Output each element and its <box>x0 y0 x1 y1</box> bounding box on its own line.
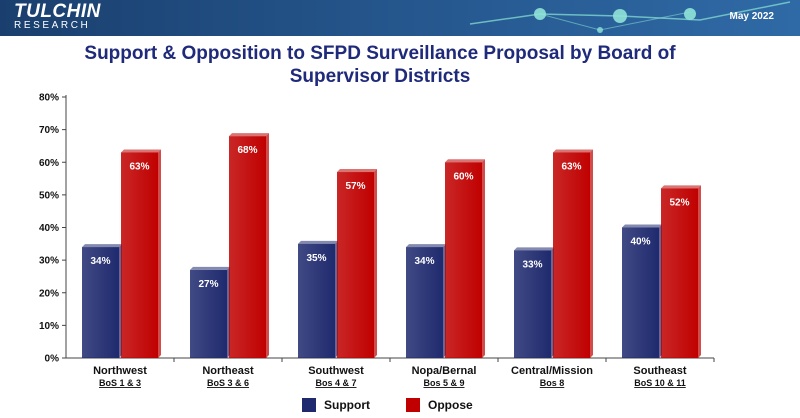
legend-label: Oppose <box>428 398 473 412</box>
bar-value-label: 34% <box>90 256 110 267</box>
y-tick-label: 80% <box>39 93 59 104</box>
bar-value-label: 35% <box>306 253 326 264</box>
logo-subtitle: RESEARCH <box>14 20 91 31</box>
header-network-graphic <box>469 1 791 33</box>
legend-swatch <box>406 398 420 412</box>
chart-title: Support & Opposition to SFPD Surveillanc… <box>84 43 676 87</box>
report-date: May 2022 <box>729 11 774 22</box>
x-subcategory-label: BoS 10 & 11 <box>634 378 686 388</box>
bar-value-label: 63% <box>561 161 581 172</box>
bar-top-face <box>82 244 122 248</box>
support-bar <box>622 227 659 358</box>
bar-side-face <box>482 159 485 358</box>
bar-top-face <box>190 266 230 270</box>
bar-value-label: 33% <box>522 259 542 270</box>
bar-top-face <box>229 133 269 137</box>
y-tick-label: 0% <box>45 354 60 365</box>
support-bar <box>82 247 119 358</box>
oppose-bar <box>229 136 266 358</box>
y-tick-label: 70% <box>39 125 59 136</box>
bar-value-label: 40% <box>630 237 650 248</box>
bar-value-label: 27% <box>198 279 218 290</box>
bar-top-face <box>121 149 161 153</box>
support-bar <box>514 250 551 358</box>
legend-label: Support <box>324 398 370 412</box>
legend-swatch <box>302 398 316 412</box>
oppose-bar <box>661 188 698 358</box>
bar-top-face <box>406 244 446 248</box>
x-subcategory-label: BoS 3 & 6 <box>207 378 249 388</box>
x-category-label: Southeast <box>633 365 687 377</box>
x-category-label: Central/Mission <box>511 365 593 377</box>
x-subcategory-label: Bos 4 & 7 <box>315 378 356 388</box>
x-subcategory-label: BoS 1 & 3 <box>99 378 141 388</box>
bar-top-face <box>337 169 377 173</box>
x-subcategory-label: Bos 5 & 9 <box>423 378 464 388</box>
y-tick-label: 30% <box>39 256 59 267</box>
oppose-bar <box>445 162 482 358</box>
bar-value-label: 34% <box>414 256 434 267</box>
oppose-bar <box>337 172 374 358</box>
bar-top-face <box>445 159 485 163</box>
x-category-label: Northwest <box>93 365 147 377</box>
support-bar <box>190 269 227 358</box>
support-bar <box>406 247 443 358</box>
oppose-bar <box>121 152 158 358</box>
y-tick-label: 60% <box>39 158 59 169</box>
chart-legend: Support Oppose <box>0 396 800 414</box>
bar-value-label: 68% <box>237 145 257 156</box>
x-category-label: Northeast <box>202 365 254 377</box>
bar-top-face <box>553 149 593 153</box>
bar-side-face <box>698 185 701 358</box>
support-bar <box>298 243 335 358</box>
bar-top-face <box>514 247 554 251</box>
bar-side-face <box>374 169 377 358</box>
y-tick-label: 40% <box>39 223 59 234</box>
oppose-bar <box>553 152 590 358</box>
bar-top-face <box>622 224 662 228</box>
y-tick-label: 50% <box>39 190 59 201</box>
bar-side-face <box>266 133 269 358</box>
bar-top-face <box>661 185 701 189</box>
bar-top-face <box>298 240 338 244</box>
bar-side-face <box>158 149 161 358</box>
logo-wordmark: TULCHIN <box>14 1 101 22</box>
x-category-label: Southwest <box>308 365 364 377</box>
header-banner: TULCHIN RESEARCH May 2022 <box>0 0 800 36</box>
bar-value-label: 63% <box>129 161 149 172</box>
bar-value-label: 52% <box>669 197 689 208</box>
x-subcategory-label: Bos 8 <box>540 378 565 388</box>
y-tick-label: 10% <box>39 321 59 332</box>
bar-value-label: 60% <box>453 171 473 182</box>
x-category-label: Nopa/Bernal <box>412 365 477 377</box>
bar-value-label: 57% <box>345 181 365 192</box>
y-tick-label: 20% <box>39 288 59 299</box>
bar-side-face <box>590 149 593 358</box>
